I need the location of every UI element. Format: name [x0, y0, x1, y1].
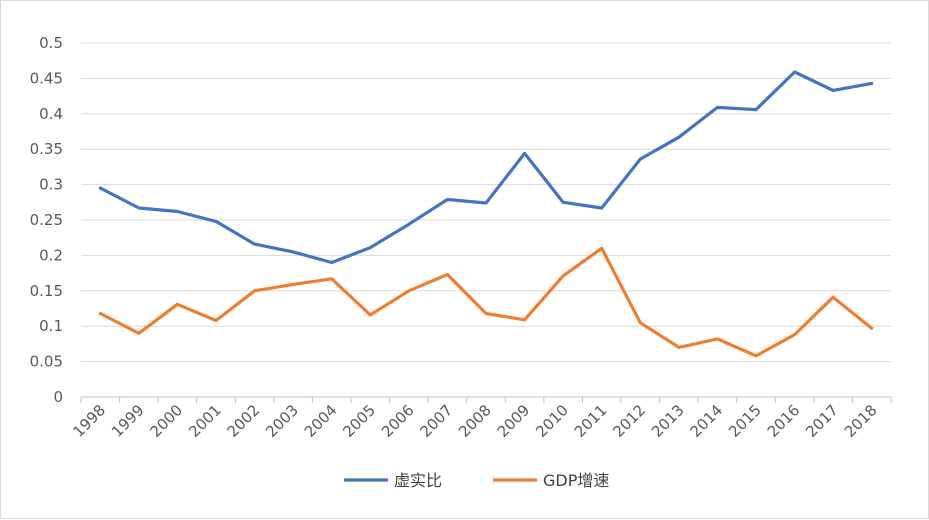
legend-label: 虚实比: [394, 471, 442, 490]
y-tick-label: 0.35: [30, 140, 63, 158]
y-tick-label: 0.05: [30, 353, 63, 371]
x-tick-label: 2013: [648, 401, 688, 441]
x-axis-ticks: 1998199920002001200220032004200520062007…: [69, 401, 880, 441]
y-axis-ticks: 0 0.05 0.1 0.15 0.2 0.25 0.3 0.35 0.4 0.45 0.5: [30, 34, 63, 406]
series-line-0: [98, 70, 874, 265]
y-tick-label: 0.15: [30, 282, 63, 300]
y-tick-label: 0.25: [30, 211, 63, 229]
x-tick-label: 2000: [147, 401, 187, 441]
x-tick-label: 2014: [687, 401, 727, 441]
x-axis: [80, 396, 892, 403]
x-tick-label: 2005: [339, 401, 379, 441]
x-tick-label: 2012: [609, 401, 649, 441]
x-tick-label: 2016: [764, 401, 804, 441]
x-tick-label: 2006: [378, 401, 418, 441]
y-tick-label: 0.4: [39, 105, 63, 123]
y-tick-label: 0.1: [39, 317, 63, 335]
legend: 虚实比 GDP增速: [344, 471, 609, 490]
x-tick-label: 2009: [494, 401, 534, 441]
x-tick-label: 2007: [417, 401, 457, 441]
y-tick-label: 0: [53, 388, 63, 406]
y-tick-label: 0.2: [39, 246, 63, 264]
x-tick-label: 1998: [69, 401, 109, 441]
y-tick-label: 0.3: [39, 176, 63, 194]
x-tick-label: 2003: [262, 401, 302, 441]
y-tick-label: 0.5: [39, 34, 63, 52]
x-tick-label: 2015: [725, 401, 765, 441]
gridlines: [81, 42, 891, 363]
x-tick-label: 2004: [301, 401, 341, 441]
x-tick-label: 2011: [571, 401, 611, 441]
x-tick-label: 2017: [802, 401, 842, 441]
x-tick-label: 2010: [532, 401, 572, 441]
x-tick-label: 2002: [224, 401, 264, 441]
series-lines: [98, 70, 874, 358]
y-tick-label: 0.45: [30, 69, 63, 87]
x-tick-label: 1999: [108, 401, 148, 441]
x-tick-label: 2018: [841, 401, 881, 441]
legend-label: GDP增速: [543, 471, 609, 490]
x-tick-label: 2001: [185, 401, 225, 441]
series-line-1: [98, 246, 874, 358]
x-tick-label: 2008: [455, 401, 495, 441]
